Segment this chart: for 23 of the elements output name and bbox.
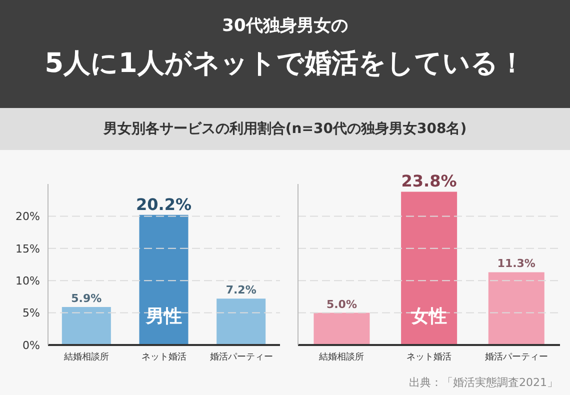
- y-tick-label: 0%: [22, 338, 40, 352]
- x-tick-label: 婚活パーティー: [210, 351, 273, 362]
- data-label: 23.8%: [401, 172, 457, 191]
- x-tick-label: ネット婚活: [142, 351, 186, 362]
- data-label: 5.9%: [71, 292, 102, 306]
- x-tick-label: 結婚相談所: [318, 351, 364, 362]
- chart-subtitle: 男女別各サービスの利用割合(n=30代の独身男女308名): [0, 108, 570, 150]
- y-tick-label: 10%: [16, 274, 40, 288]
- x-tick-label: 結婚相談所: [63, 351, 110, 362]
- y-tick-label: 15%: [16, 242, 40, 256]
- bar: [216, 298, 266, 345]
- chart-title: 30代独身男女の 5人に1人がネットで婚活をしている！: [44, 15, 526, 81]
- y-tick-label: 20%: [16, 210, 40, 224]
- data-label: 7.2%: [226, 284, 256, 297]
- x-tick-label: 婚活パーティー: [484, 351, 548, 362]
- source-note: 出典：「婚活実態調査2021」: [408, 375, 559, 390]
- bar: [139, 214, 188, 345]
- data-label: 11.3%: [497, 257, 536, 270]
- y-tick-label: 5%: [22, 306, 40, 320]
- bar: [62, 307, 111, 345]
- data-label: 20.2%: [136, 194, 192, 214]
- data-label: 5.0%: [326, 298, 357, 311]
- x-tick-label: ネット婚活: [406, 351, 452, 362]
